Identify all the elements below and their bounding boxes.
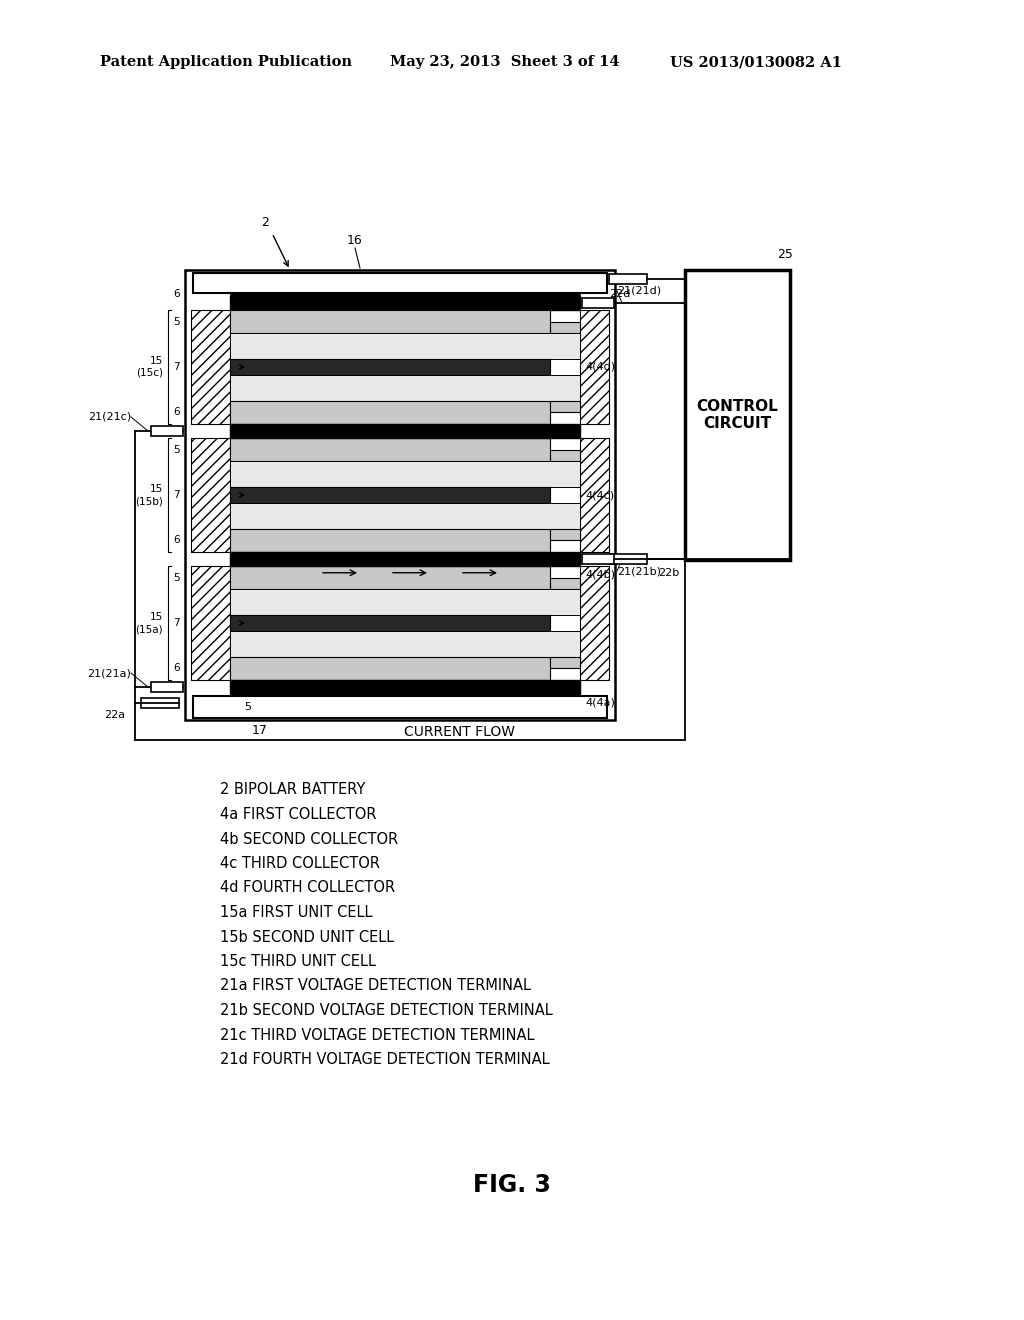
Polygon shape xyxy=(230,552,580,566)
Polygon shape xyxy=(230,487,550,503)
Polygon shape xyxy=(230,359,550,375)
Text: 7: 7 xyxy=(173,618,180,628)
Text: 6: 6 xyxy=(173,408,180,417)
Text: 21(21d): 21(21d) xyxy=(617,286,662,296)
Text: 17: 17 xyxy=(252,723,268,737)
Text: 6: 6 xyxy=(173,289,180,298)
Text: 21(21c): 21(21c) xyxy=(88,412,131,422)
Text: US 2013/0130082 A1: US 2013/0130082 A1 xyxy=(670,55,842,69)
Polygon shape xyxy=(230,438,550,462)
Polygon shape xyxy=(151,682,183,692)
Polygon shape xyxy=(550,450,580,462)
Polygon shape xyxy=(230,400,550,424)
Text: 22b: 22b xyxy=(658,568,679,578)
Polygon shape xyxy=(191,310,230,424)
Text: 7: 7 xyxy=(173,362,180,372)
Text: 15: 15 xyxy=(150,356,163,366)
Text: 2: 2 xyxy=(261,215,269,228)
Text: 21(21a): 21(21a) xyxy=(87,668,131,678)
Polygon shape xyxy=(580,566,609,680)
Text: 15a FIRST UNIT CELL: 15a FIRST UNIT CELL xyxy=(220,906,373,920)
Polygon shape xyxy=(582,554,614,564)
Polygon shape xyxy=(609,554,647,564)
Polygon shape xyxy=(193,273,607,293)
Polygon shape xyxy=(550,578,580,590)
Text: 5: 5 xyxy=(173,573,180,582)
Text: 22a: 22a xyxy=(103,710,125,721)
Text: 15b SECOND UNIT CELL: 15b SECOND UNIT CELL xyxy=(220,929,394,945)
Polygon shape xyxy=(230,615,550,631)
Text: 4(4c): 4(4c) xyxy=(585,490,614,500)
Text: 5: 5 xyxy=(173,445,180,455)
Text: CURRENT FLOW: CURRENT FLOW xyxy=(404,725,515,739)
Text: FIG. 3: FIG. 3 xyxy=(473,1173,551,1197)
Polygon shape xyxy=(141,698,179,708)
Polygon shape xyxy=(580,310,609,424)
Polygon shape xyxy=(230,656,550,680)
Text: Patent Application Publication: Patent Application Publication xyxy=(100,55,352,69)
Polygon shape xyxy=(230,296,580,310)
Polygon shape xyxy=(550,656,580,668)
Text: 5: 5 xyxy=(173,317,180,327)
Polygon shape xyxy=(580,438,609,552)
Polygon shape xyxy=(685,271,790,560)
Text: 4(4a): 4(4a) xyxy=(585,697,614,708)
Polygon shape xyxy=(230,375,580,400)
Text: 4a FIRST COLLECTOR: 4a FIRST COLLECTOR xyxy=(220,807,377,822)
Text: (15c): (15c) xyxy=(136,368,163,378)
Text: (15b): (15b) xyxy=(135,496,163,506)
Text: 4c THIRD COLLECTOR: 4c THIRD COLLECTOR xyxy=(220,855,380,871)
Polygon shape xyxy=(230,462,580,487)
Text: (15a): (15a) xyxy=(135,624,163,634)
Text: 6: 6 xyxy=(173,535,180,545)
Text: 7: 7 xyxy=(173,490,180,500)
Text: 22d: 22d xyxy=(609,289,631,300)
Polygon shape xyxy=(151,426,183,436)
Text: 4(4d): 4(4d) xyxy=(585,362,615,372)
Polygon shape xyxy=(230,528,550,552)
Polygon shape xyxy=(550,322,580,334)
Text: 21d FOURTH VOLTAGE DETECTION TERMINAL: 21d FOURTH VOLTAGE DETECTION TERMINAL xyxy=(220,1052,550,1067)
Polygon shape xyxy=(230,631,580,656)
Polygon shape xyxy=(609,275,647,284)
Text: 16: 16 xyxy=(347,234,362,247)
Text: 15: 15 xyxy=(150,612,163,622)
Polygon shape xyxy=(185,271,615,719)
Polygon shape xyxy=(550,528,580,540)
Text: 21c THIRD VOLTAGE DETECTION TERMINAL: 21c THIRD VOLTAGE DETECTION TERMINAL xyxy=(220,1027,535,1043)
Text: 21b SECOND VOLTAGE DETECTION TERMINAL: 21b SECOND VOLTAGE DETECTION TERMINAL xyxy=(220,1003,553,1018)
Text: 4d FOURTH COLLECTOR: 4d FOURTH COLLECTOR xyxy=(220,880,395,895)
Text: CONTROL
CIRCUIT: CONTROL CIRCUIT xyxy=(696,399,778,432)
Text: 21a FIRST VOLTAGE DETECTION TERMINAL: 21a FIRST VOLTAGE DETECTION TERMINAL xyxy=(220,978,531,994)
Text: 5: 5 xyxy=(245,702,252,711)
Polygon shape xyxy=(191,438,230,552)
Text: 4(4b): 4(4b) xyxy=(585,569,615,579)
Text: 21(21b): 21(21b) xyxy=(617,566,662,576)
Text: 6: 6 xyxy=(173,663,180,673)
Text: 4b SECOND COLLECTOR: 4b SECOND COLLECTOR xyxy=(220,832,398,846)
Polygon shape xyxy=(230,293,580,298)
Polygon shape xyxy=(582,298,614,308)
Text: 15c THIRD UNIT CELL: 15c THIRD UNIT CELL xyxy=(220,954,376,969)
Polygon shape xyxy=(550,400,580,412)
Polygon shape xyxy=(230,503,580,528)
Polygon shape xyxy=(230,334,580,359)
Text: 15: 15 xyxy=(150,484,163,494)
Polygon shape xyxy=(230,566,550,590)
Polygon shape xyxy=(230,424,580,438)
Text: 2 BIPOLAR BATTERY: 2 BIPOLAR BATTERY xyxy=(220,783,366,797)
Polygon shape xyxy=(191,566,230,680)
Polygon shape xyxy=(193,696,607,718)
Text: May 23, 2013  Sheet 3 of 14: May 23, 2013 Sheet 3 of 14 xyxy=(390,55,620,69)
Polygon shape xyxy=(230,590,580,615)
Polygon shape xyxy=(230,310,550,334)
Polygon shape xyxy=(230,680,580,694)
Text: 25: 25 xyxy=(777,248,793,261)
